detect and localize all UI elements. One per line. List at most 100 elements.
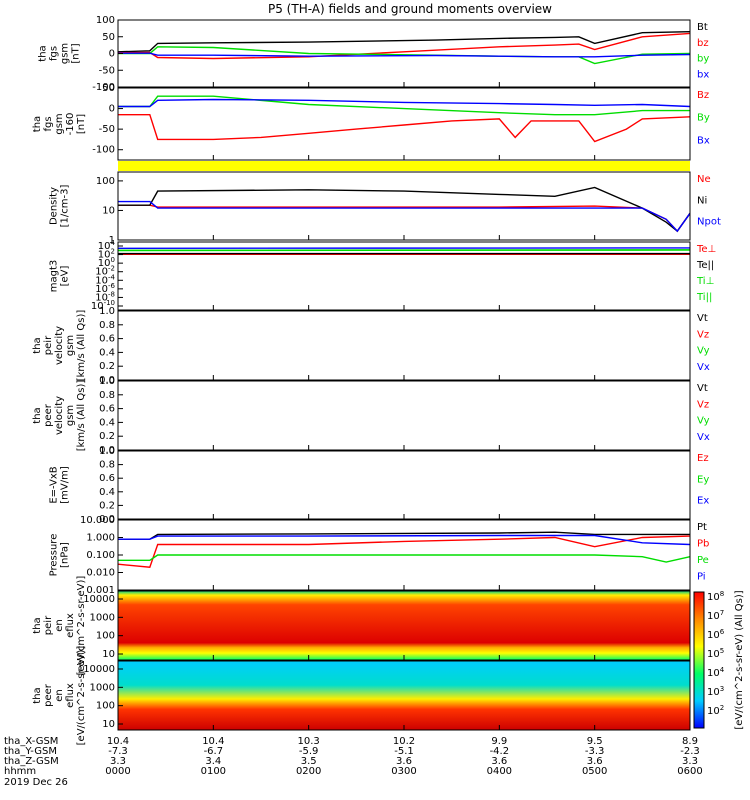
tick-label: 0.2 [99,500,115,511]
ytick-label: 1000 [90,682,115,693]
tick-label: 10 [102,205,115,216]
xaxis-value: 3.5 [301,756,317,767]
series-Pb [117,535,691,568]
legend-Bz: Bz [697,90,709,101]
ylabel-line: [km/s (All Qs)] [76,380,87,452]
ylabel-line: en [54,689,65,702]
ylabel-line: peir [43,335,54,355]
tick-label: 104 [707,666,725,679]
ylabel-line: Pressure [49,534,60,577]
xaxis-value: -5.9 [299,746,319,757]
legend-Vy: Vy [697,346,710,357]
legend-bz: bz [697,38,709,49]
separator-band [118,161,690,171]
tick-label: 102 [707,704,724,717]
tick-label: 0.0 [99,375,115,386]
legend-Bt: Bt [697,22,708,33]
tick-label: 0.0 [99,514,115,525]
tick-label: 104 [98,239,116,252]
ytick-label: 1000 [90,612,115,623]
legend-Ni: Ni [697,195,707,206]
ylabel-line: peer [43,403,54,427]
tick-label: 0.6 [99,473,115,484]
tick-label: 100 [98,256,115,269]
tick-label: 0.6 [99,404,115,415]
tick-label: -50 [99,65,115,76]
ylabel-line: [mV/m] [60,466,71,504]
ylabel-line: gsm [54,113,65,134]
series-Ni [118,186,691,233]
ylabel-line: [eV/(cm^2-s-sr-eV)] [76,576,87,676]
xaxis-value: 10.3 [298,736,320,747]
xaxis-row-label: tha_X-GSM [4,736,58,747]
ylabel-line: peir [43,615,54,635]
xaxis-row-label: tha_Y-GSM [4,746,57,757]
colorbar: 108 107 106 105 104 103 102 [eV/(cm^2-s-sr-eV) … [693,590,745,730]
series-Bz [118,113,691,143]
xaxis-value: 10.2 [393,736,415,747]
tick-label: 0.8 [99,390,115,401]
tick-label: 1 [109,235,115,246]
tick-label: 0.0 [99,445,115,456]
ylabel-line: E=-VxB [49,466,60,503]
xaxis-value: 0600 [677,766,702,777]
series-Npot [118,200,691,233]
tick-label: 10-6 [95,282,115,295]
panel-density: 100 10 1 Ne Ni Npot Density [1/cm-3] [49,171,721,246]
tick-label: 100 [96,176,115,187]
ytick-label: 10000 [83,594,115,605]
panel-frame [117,19,691,88]
ytick-label: 100 [96,631,115,642]
ylabel-line: [nPa] [60,542,71,568]
tick-label: 1.0 [99,306,115,317]
tick-label: 0.8 [99,460,115,471]
xaxis-value: 0500 [582,766,607,777]
ylabel-line: [nT] [76,114,87,134]
tick-label: 0 [109,49,115,60]
tick-label: 1.000 [86,533,115,544]
ylabel-line: peer [43,683,54,707]
panel-frame [117,310,691,381]
legend-Ez: Ez [697,453,709,464]
ylabel-line: tha [32,337,43,353]
legend-Ne: Ne [697,174,711,185]
ylabel-line: -160 [65,113,76,136]
tick-label: 1.0 [99,376,115,387]
tick-label: 0 [109,104,115,115]
legend-Vx: Vx [697,432,710,443]
series-By [118,95,690,116]
legend-Te⊥: Te⊥ [696,244,716,255]
ylabel-line: Density [49,187,60,225]
panel-fgs_gsm_dc: 50 0 -50 -100 Bz By Bx tha fgs gsm -160 [nT] [32,83,710,161]
tick-label: -100 [92,145,115,156]
tick-label: 106 [707,628,725,641]
legend-Npot: Npot [697,217,721,228]
legend-Pi: Pi [697,572,706,583]
legend-Pb: Pb [697,539,709,550]
ylabel-line: [1/cm-3] [60,185,71,228]
xaxis-value: -3.3 [585,746,605,757]
panel-frame [117,241,691,311]
xaxis-row-label: hhmm [4,766,36,777]
ylabel-line: tha [38,45,49,61]
tick-label: 10-10 [91,299,115,312]
legend-Ex: Ex [697,496,709,507]
series-Pi [118,534,691,546]
xaxis-value: 10.4 [107,736,129,747]
tick-label: 0.100 [86,550,115,561]
panel-peer_en_eflux: 10000 1000 100 10 tha peer en eflux [eV/(cm^2-s-… [32,646,691,746]
tick-label: 10-4 [95,273,115,286]
ytick-label: 10000 [83,664,115,675]
tick-label: 0.8 [99,320,115,331]
legend-Vz: Vz [697,399,709,410]
ylabel-line: [km/s (All Qs)] [76,310,87,382]
tick-label: 10-8 [95,290,115,303]
ylabel-line: [eV/(cm^2-s-sr-eV)] [76,646,87,746]
legend-Ey: Ey [697,474,709,485]
ylabel-line: eflux [65,683,76,708]
ytick-label: 100 [96,701,115,712]
ylabel-line: eflux [65,613,76,638]
xaxis-value: -7.3 [108,746,128,757]
xaxis-value: 0000 [105,766,130,777]
legend-by: by [697,54,709,65]
